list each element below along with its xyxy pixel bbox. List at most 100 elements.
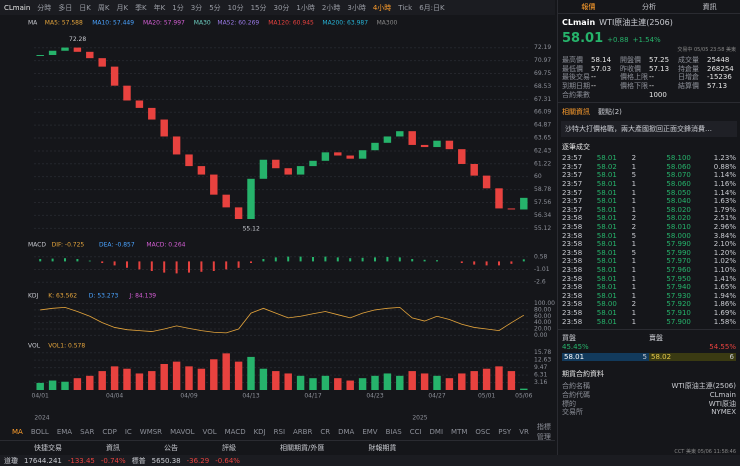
stat-cell: -- <box>591 73 597 82</box>
indicator-tab[interactable]: MACD <box>224 428 246 436</box>
candle <box>135 100 144 108</box>
indicator-tab[interactable]: MAVOL <box>170 428 195 436</box>
bottom-tab[interactable]: 相關期貨/外匯 <box>280 443 325 452</box>
indicator-tab[interactable]: KDJ <box>253 428 266 436</box>
price: 58.01 <box>562 31 604 46</box>
period-tab[interactable]: 1小時 <box>296 3 315 12</box>
y-tick-label: 70.97 <box>534 57 551 64</box>
volume-bar <box>383 373 392 390</box>
bottom-tab[interactable]: 快捷交易 <box>34 443 62 452</box>
indicator-tab[interactable]: PSY <box>498 428 512 436</box>
y-tick-label: 9.47 <box>534 364 548 371</box>
indicator-tab[interactable]: MA <box>12 428 23 436</box>
indicator-tab[interactable]: CDP <box>102 428 117 436</box>
candle <box>371 142 379 151</box>
stat-cell: -- <box>649 82 655 91</box>
candle <box>222 194 230 208</box>
indicator-tab[interactable]: EMA <box>56 428 73 436</box>
trade-cell: 23:57 <box>562 162 583 171</box>
trade-cell: 23:57 <box>562 197 583 206</box>
stat-cell: 價格下限 <box>620 82 648 91</box>
status-item: -36.29 <box>186 456 210 465</box>
period-tab[interactable]: 30分 <box>273 3 290 12</box>
indicator-tab[interactable]: OSC <box>475 428 491 436</box>
trade-row: 23:58 58.01 5 57.990 1.20% <box>562 249 736 258</box>
period-tab[interactable]: 月K <box>116 3 129 12</box>
legend-item: DEA: -0.857 <box>99 242 135 249</box>
indicator-tab[interactable]: DMI <box>429 428 444 436</box>
period-tab[interactable]: 2小時 <box>321 3 341 12</box>
candle <box>334 152 342 156</box>
trade-cell: 57.990 <box>666 248 691 257</box>
y-tick-label: 20.00 <box>534 326 551 333</box>
bottom-tab[interactable]: 公告 <box>164 443 178 452</box>
volume-bar <box>110 366 119 390</box>
indicator-tab[interactable]: IC <box>124 428 132 436</box>
indicator-tab[interactable]: ARBR <box>293 428 313 436</box>
indicator-tab[interactable]: WMSR <box>139 428 163 436</box>
period-tab[interactable]: 3分 <box>190 3 203 12</box>
period-tab[interactable]: 6月:日K <box>419 3 445 12</box>
panel-tab[interactable]: 報價 <box>581 2 596 11</box>
period-tab[interactable]: 1分 <box>172 3 184 12</box>
indicator-tab[interactable]: DMA <box>338 428 355 436</box>
trade-cell: 58.01 <box>596 223 617 232</box>
trade-cell: 58.01 <box>596 205 617 214</box>
indicator-tab[interactable]: EMV <box>362 428 378 436</box>
period-tab[interactable]: 日K <box>79 3 91 12</box>
period-tab[interactable]: Tick <box>398 3 413 12</box>
candle <box>396 131 404 137</box>
volume-bar <box>334 378 342 390</box>
indicator-tab[interactable]: MTM <box>451 428 468 436</box>
news[interactable]: 沙特大打價格戰，兩大產國掀回正面交鋒消費… <box>561 120 737 137</box>
bottom-tab[interactable]: 評級 <box>222 443 236 452</box>
legend-item: MA <box>28 20 38 27</box>
trade-cell: 57.930 <box>666 291 691 300</box>
period-tab[interactable]: 分時 <box>37 3 52 12</box>
indicator-tab[interactable]: CCI <box>409 428 422 436</box>
trade-cell: 58.01 <box>596 214 617 223</box>
candle <box>61 47 69 51</box>
volume-bar <box>346 380 354 390</box>
period-tab[interactable]: 3小時 <box>347 3 366 12</box>
panel-tab[interactable]: 資訊 <box>702 2 717 11</box>
bottom-tab[interactable]: 財報期貨 <box>368 443 397 452</box>
candle <box>520 197 528 210</box>
indicator-tab[interactable]: 指標管理 <box>536 423 551 441</box>
news-tab[interactable]: 相關資訊 <box>562 107 590 116</box>
period-tab[interactable]: 10分 <box>227 3 244 12</box>
news-tabs: 相關資訊 觀點(2) <box>558 101 740 121</box>
period-tab[interactable]: 15分 <box>250 3 267 12</box>
legend-item: MA10: 57.449 <box>92 20 134 27</box>
y-tick-label: 80.00 <box>534 306 551 313</box>
volume-bar <box>470 371 478 390</box>
period-tab[interactable]: 季K <box>135 3 147 12</box>
indicator-tab[interactable]: RSI <box>273 428 286 436</box>
period-tab[interactable]: 多日 <box>58 3 73 12</box>
period-tab[interactable]: 5分 <box>209 3 221 12</box>
trade-cell: 58.01 <box>596 291 617 300</box>
indicator-tab[interactable]: VR <box>519 428 529 436</box>
indicator-tab[interactable]: SAR <box>80 428 95 436</box>
x-tick-label: 04/23 <box>366 393 383 400</box>
y-tick-label: 60 <box>534 173 542 180</box>
stats: 最高價 58.14 開盤價 57.25 成交量 25448 最低價 57.03 昨收價 57.13… <box>558 53 740 102</box>
legend-item: VOL <box>28 343 41 350</box>
indicator-tab[interactable]: VOL <box>202 428 217 436</box>
x-tick-label: 04/04 <box>106 393 123 400</box>
candle <box>247 178 255 220</box>
indicator-tab[interactable]: CR <box>320 428 331 436</box>
news-tab[interactable]: 觀點(2) <box>598 107 622 116</box>
panel-tab[interactable]: 分析 <box>641 2 656 11</box>
trade-cell: 1 <box>631 205 637 214</box>
period-tab[interactable]: 周K <box>97 3 110 12</box>
low-label: 55.12 <box>243 226 260 233</box>
period-tab[interactable]: 4小時 <box>372 3 392 12</box>
candle <box>445 140 454 150</box>
period-tab[interactable]: 年K <box>153 3 166 12</box>
y-tick-label: 57.56 <box>534 199 551 206</box>
bottom-tab[interactable]: 資訊 <box>106 443 120 452</box>
indicator-tab[interactable]: BIAS <box>385 428 402 436</box>
indicator-tab[interactable]: BOLL <box>30 428 49 436</box>
high-label: 72.28 <box>69 36 86 43</box>
